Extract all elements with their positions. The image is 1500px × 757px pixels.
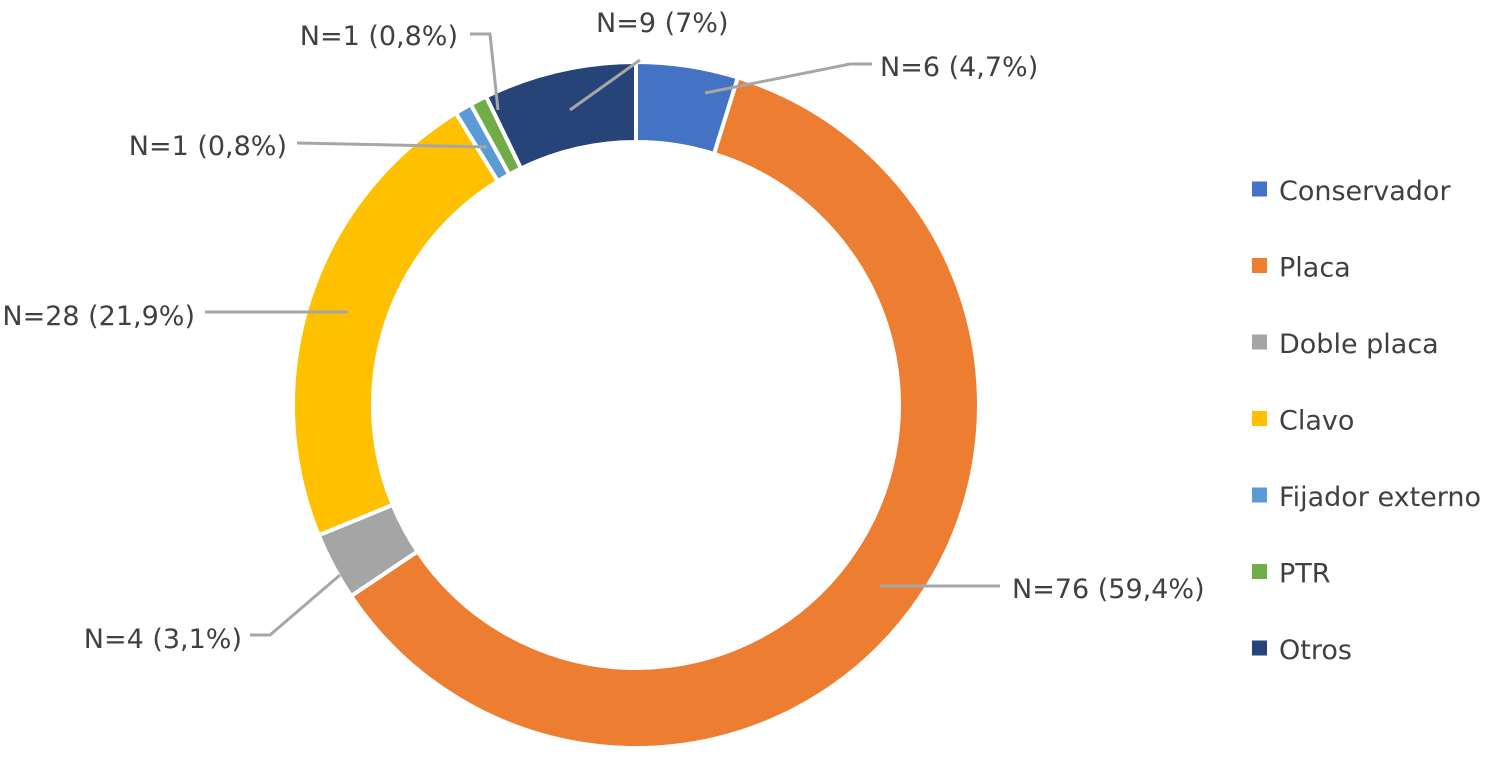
chart-leader-lines [205, 32, 1000, 637]
legend-label-fijador-externo: Fijador externo [1279, 482, 1481, 513]
chart-legend: Conservador Placa Doble placa Clavo Fijador … [1252, 176, 1481, 666]
leader-line-ptr [470, 32, 500, 111]
leader-line-doble-placa [250, 573, 341, 637]
slice-placa [348, 74, 981, 750]
leader-line-fijador-externo [296, 141, 488, 149]
legend-label-otros: Otros [1279, 635, 1352, 666]
chart-data-labels: N=6 (4,7%) N=76 (59,4%) N=4 (3,1%) N=28 (21… [2, 8, 1204, 655]
data-label-clavo: N=28 (21,9%) [2, 301, 195, 332]
leader-line-conservador [704, 62, 872, 95]
data-label-otros: N=9 (7%) [596, 8, 728, 39]
leader-line-otros [569, 58, 641, 112]
legend-swatch-fijador-externo [1252, 487, 1267, 503]
data-label-placa: N=76 (59,4%) [1012, 574, 1205, 605]
data-label-ptr: N=1 (0,8%) [300, 21, 458, 52]
legend-label-ptr: PTR [1279, 559, 1331, 590]
chart-slices [291, 59, 981, 750]
legend-swatch-placa [1252, 258, 1267, 273]
slice-clavo [291, 110, 501, 538]
data-label-conservador: N=6 (4,7%) [880, 52, 1038, 83]
legend-swatch-clavo [1252, 411, 1267, 426]
legend-label-conservador: Conservador [1279, 176, 1451, 207]
legend-swatch-ptr [1252, 564, 1267, 579]
data-label-fijador-externo: N=1 (0,8%) [129, 131, 287, 162]
legend-label-doble-placa: Doble placa [1279, 329, 1439, 360]
legend-swatch-otros [1252, 640, 1267, 656]
legend-swatch-doble-placa [1252, 334, 1267, 350]
data-label-doble-placa: N=4 (3,1%) [84, 624, 242, 655]
legend-label-placa: Placa [1279, 253, 1351, 284]
legend-swatch-conservador [1252, 181, 1267, 197]
legend-label-clavo: Clavo [1279, 406, 1354, 437]
